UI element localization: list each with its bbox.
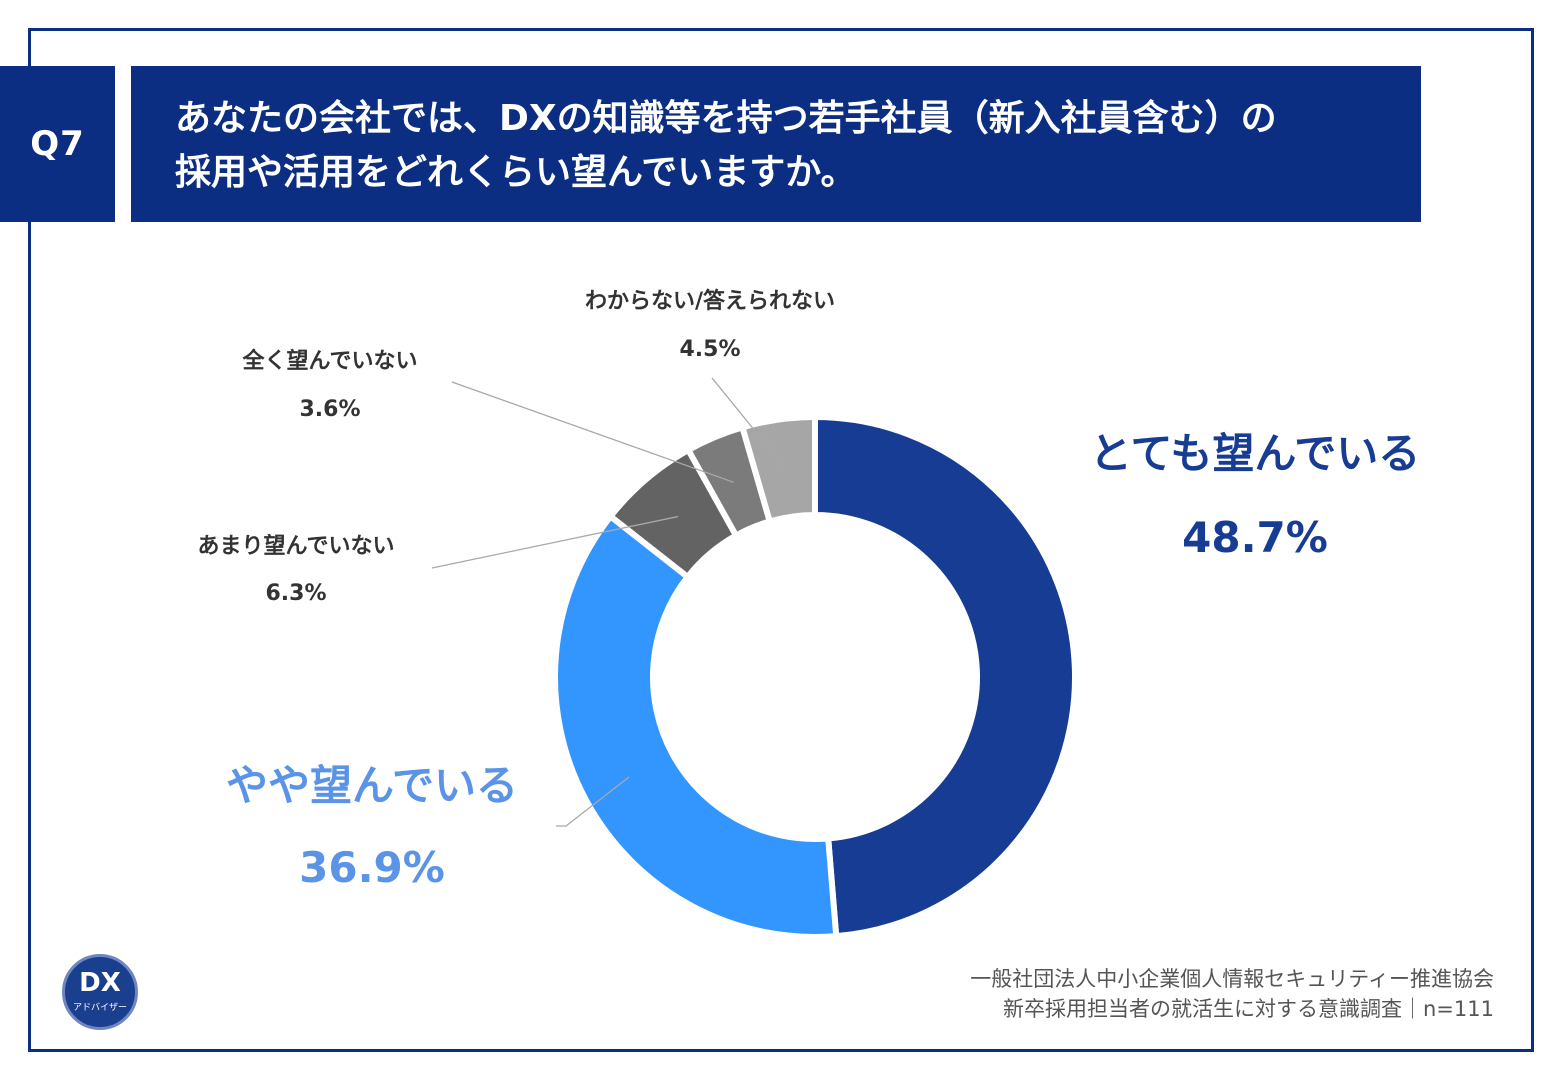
question-number-badge: Q7	[0, 66, 115, 222]
logo-text: DX	[79, 968, 121, 998]
question-text-line-2: 採用や活用をどれくらい望んでいますか。	[175, 152, 857, 193]
dx-advisor-logo: DX アドバイザー	[62, 954, 138, 1030]
leader-line-somewhat	[556, 776, 630, 827]
label-not-at-all-value: 3.6%	[299, 397, 360, 422]
label-somewhat-value: 36.9%	[299, 843, 445, 892]
logo-subtext: アドバイザー	[72, 1003, 127, 1013]
label-not-at-all-name: 全く望んでいない	[242, 348, 418, 374]
question-number: Q7	[30, 124, 85, 164]
leader-lines	[431, 377, 786, 827]
label-very-much-name: とても望んでいる	[1090, 429, 1421, 478]
leader-line-not-at-all	[451, 381, 734, 483]
question-box: あなたの会社では、DXの知識等を持つ若手社員（新入社員含む）の 採用や活用をどれ…	[131, 66, 1421, 222]
chart-frame	[28, 28, 1534, 1052]
leader-line-dont-know	[711, 377, 786, 469]
slice-somewhat	[552, 513, 840, 940]
source-line-2: 新卒採用担当者の就活生に対する意識調査｜n=111	[1003, 997, 1494, 1021]
label-not-much-value: 6.3%	[265, 581, 326, 606]
label-not-much-name: あまり望んでいない	[198, 534, 395, 559]
question-text-line-1: あなたの会社では、DXの知識等を持つ若手社員（新入社員含む）の	[175, 98, 1277, 139]
slice-dont-know	[739, 414, 818, 525]
label-very-much-value: 48.7%	[1182, 513, 1328, 562]
label-dont-know-name: わからない/答えられない	[585, 288, 835, 314]
slice-very-much	[812, 414, 1078, 940]
label-somewhat-name: やや望んでいる	[226, 761, 518, 810]
donut-slices	[552, 414, 1078, 940]
leader-line-not-much	[431, 515, 679, 569]
label-dont-know-value: 4.5%	[679, 337, 740, 362]
source-line-1: 一般社団法人中小企業個人情報セキュリティー推進協会	[970, 967, 1494, 991]
source-note: 一般社団法人中小企業個人情報セキュリティー推進協会 新卒採用担当者の就活生に対す…	[970, 964, 1494, 1024]
